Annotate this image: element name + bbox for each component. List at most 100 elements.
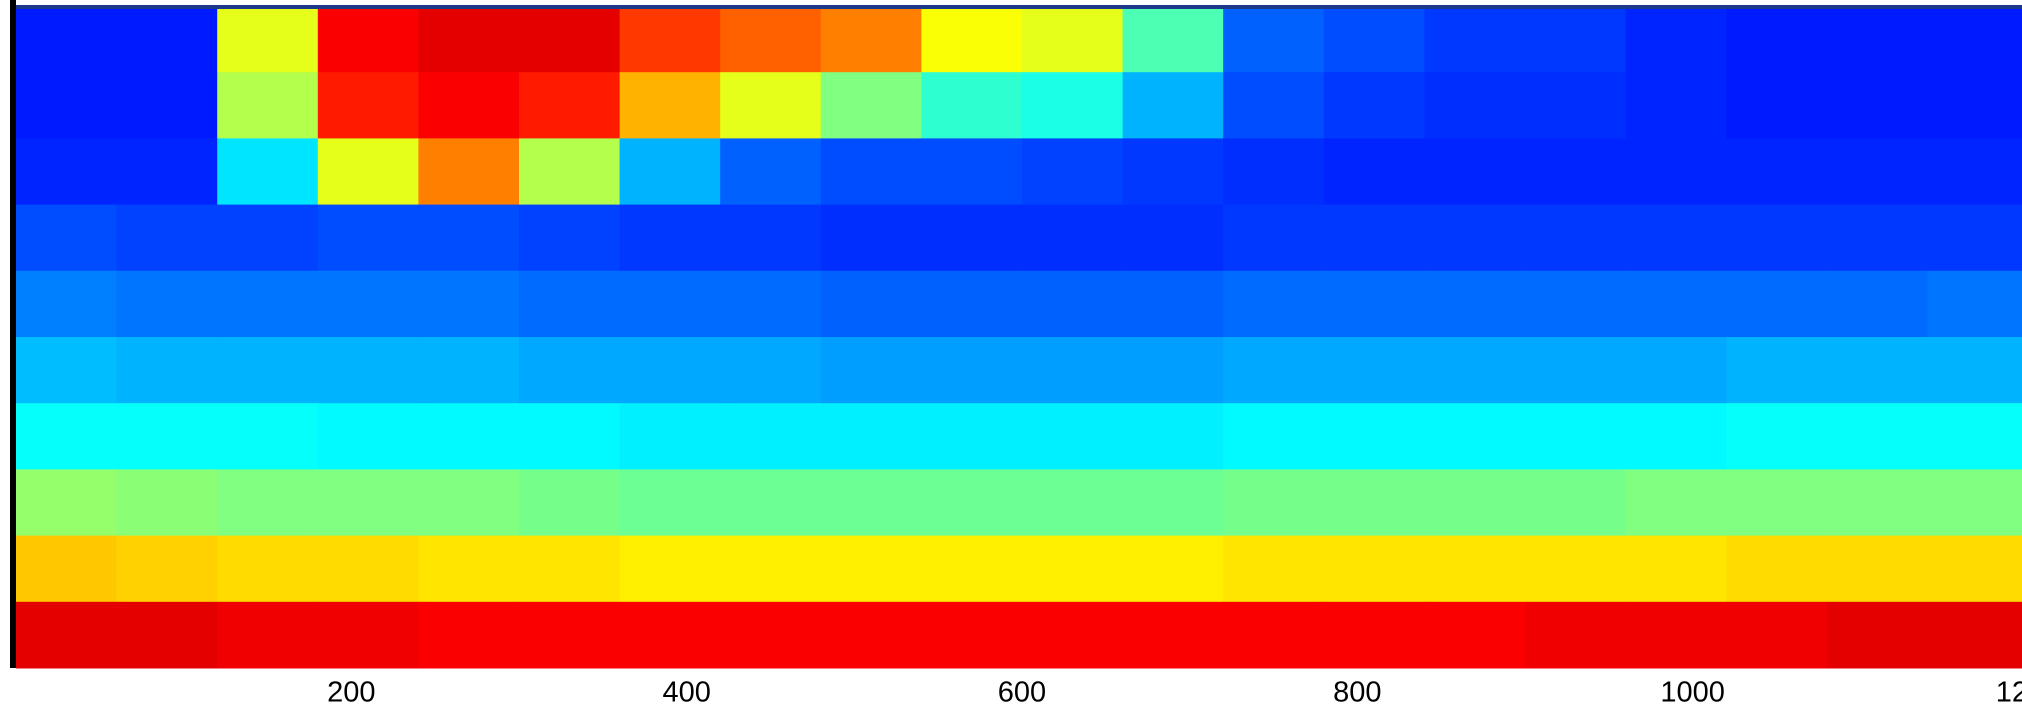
heatmap-cell (418, 271, 519, 338)
heatmap-cell (217, 72, 318, 139)
heatmap-cell (1827, 536, 1928, 603)
heatmap-cell (1424, 403, 1525, 470)
heatmap-cell (1927, 469, 2022, 536)
heatmap-cell (921, 536, 1022, 603)
heatmap-cell (418, 6, 519, 73)
heatmap-cell (620, 536, 721, 603)
heatmap-cell (1123, 72, 1224, 139)
heatmap-cell (921, 602, 1022, 669)
heatmap-cell (519, 337, 620, 404)
heatmap-cell (418, 403, 519, 470)
x-tick-label: 200 (327, 677, 375, 709)
heatmap-cell (1726, 205, 1827, 272)
heatmap-cell (1022, 271, 1123, 338)
heatmap-cell (1927, 536, 2022, 603)
heatmap-cell (1022, 403, 1123, 470)
heatmap-cell (1022, 602, 1123, 669)
heatmap-cell (418, 72, 519, 139)
heatmap-cell (1927, 72, 2022, 139)
heatmap-cell (620, 337, 721, 404)
heatmap-cell (217, 602, 318, 669)
heatmap-cell (117, 469, 218, 536)
heatmap-cell (1022, 205, 1123, 272)
chart: 20040060080010001200 (0, 0, 2022, 725)
heatmap-cell (921, 205, 1022, 272)
heatmap-cell (1726, 403, 1827, 470)
heatmap-cell (1525, 536, 1626, 603)
heatmap-cell (1123, 337, 1224, 404)
heatmap-cell (1223, 403, 1324, 470)
heatmap-cell (16, 403, 117, 470)
heatmap-cell (1123, 403, 1224, 470)
heatmap-cell (1525, 6, 1626, 73)
heatmap-cell (16, 536, 117, 603)
heatmap-cell (720, 403, 821, 470)
heatmap-cell (1827, 271, 1928, 338)
heatmap-cell (318, 72, 419, 139)
heatmap-cell (1123, 138, 1224, 205)
heatmap-cell (1626, 403, 1727, 470)
heatmap-cell (1525, 403, 1626, 470)
heatmap-cell (1927, 271, 2022, 338)
heatmap-cell (16, 337, 117, 404)
heatmap-cell (318, 138, 419, 205)
heatmap-cell (1525, 72, 1626, 139)
heatmap-cell (318, 469, 419, 536)
heatmap-cell (1827, 403, 1928, 470)
heatmap-cell (821, 72, 922, 139)
heatmap-cell (1223, 138, 1324, 205)
heatmap-cell (519, 602, 620, 669)
heatmap-cell (1626, 469, 1727, 536)
heatmap-cell (1827, 337, 1928, 404)
heatmap-cell (418, 138, 519, 205)
heatmap-cell (1223, 602, 1324, 669)
heatmap-cell (821, 602, 922, 669)
heatmap-cell (1324, 138, 1425, 205)
heatmap-cell (418, 536, 519, 603)
heatmap-cell (217, 138, 318, 205)
heatmap-cell (821, 337, 922, 404)
heatmap-cell (1223, 205, 1324, 272)
heatmap-cell (620, 72, 721, 139)
heatmap-cell (921, 72, 1022, 139)
heatmap-cell (1223, 72, 1324, 139)
heatmap-cell (16, 138, 117, 205)
heatmap-cell (921, 403, 1022, 470)
heatmap-cell (1626, 602, 1727, 669)
heatmap-cell (1424, 469, 1525, 536)
heatmap-cell (519, 271, 620, 338)
heatmap-cell (620, 205, 721, 272)
heatmap-cell (519, 205, 620, 272)
heatmap-cell (117, 271, 218, 338)
heatmap-cell (1223, 337, 1324, 404)
heatmap-cell (117, 337, 218, 404)
heatmap-cell (519, 6, 620, 73)
heatmap-cell (519, 138, 620, 205)
heatmap-cell (1525, 271, 1626, 338)
heatmap-cell (217, 403, 318, 470)
heatmap-cell (1626, 138, 1727, 205)
heatmap-cell (1927, 138, 2022, 205)
heatmap-cell (217, 536, 318, 603)
heatmap-cell (1827, 205, 1928, 272)
heatmap-cell (117, 72, 218, 139)
heatmap-cell (1726, 6, 1827, 73)
x-axis: 20040060080010001200 (327, 677, 2022, 709)
heatmap-cell (418, 469, 519, 536)
heatmap-cell (921, 6, 1022, 73)
heatmap-cell (821, 6, 922, 73)
heatmap-cell (1525, 337, 1626, 404)
heatmap-cell (117, 536, 218, 603)
heatmap-cell (821, 205, 922, 272)
heatmap-cell (1022, 536, 1123, 603)
heatmap-cell (1626, 6, 1727, 73)
heatmap-cell (1022, 469, 1123, 536)
heatmap-cell (1626, 337, 1727, 404)
heatmap-cell (1022, 6, 1123, 73)
heatmap-cell (318, 271, 419, 338)
x-tick-label: 800 (1333, 677, 1381, 709)
page: {"chart_data": { "type": "heatmap", "col… (0, 0, 2022, 725)
x-tick-label: 1000 (1660, 677, 1725, 709)
heatmap-cell (720, 469, 821, 536)
heatmap-cell (217, 205, 318, 272)
